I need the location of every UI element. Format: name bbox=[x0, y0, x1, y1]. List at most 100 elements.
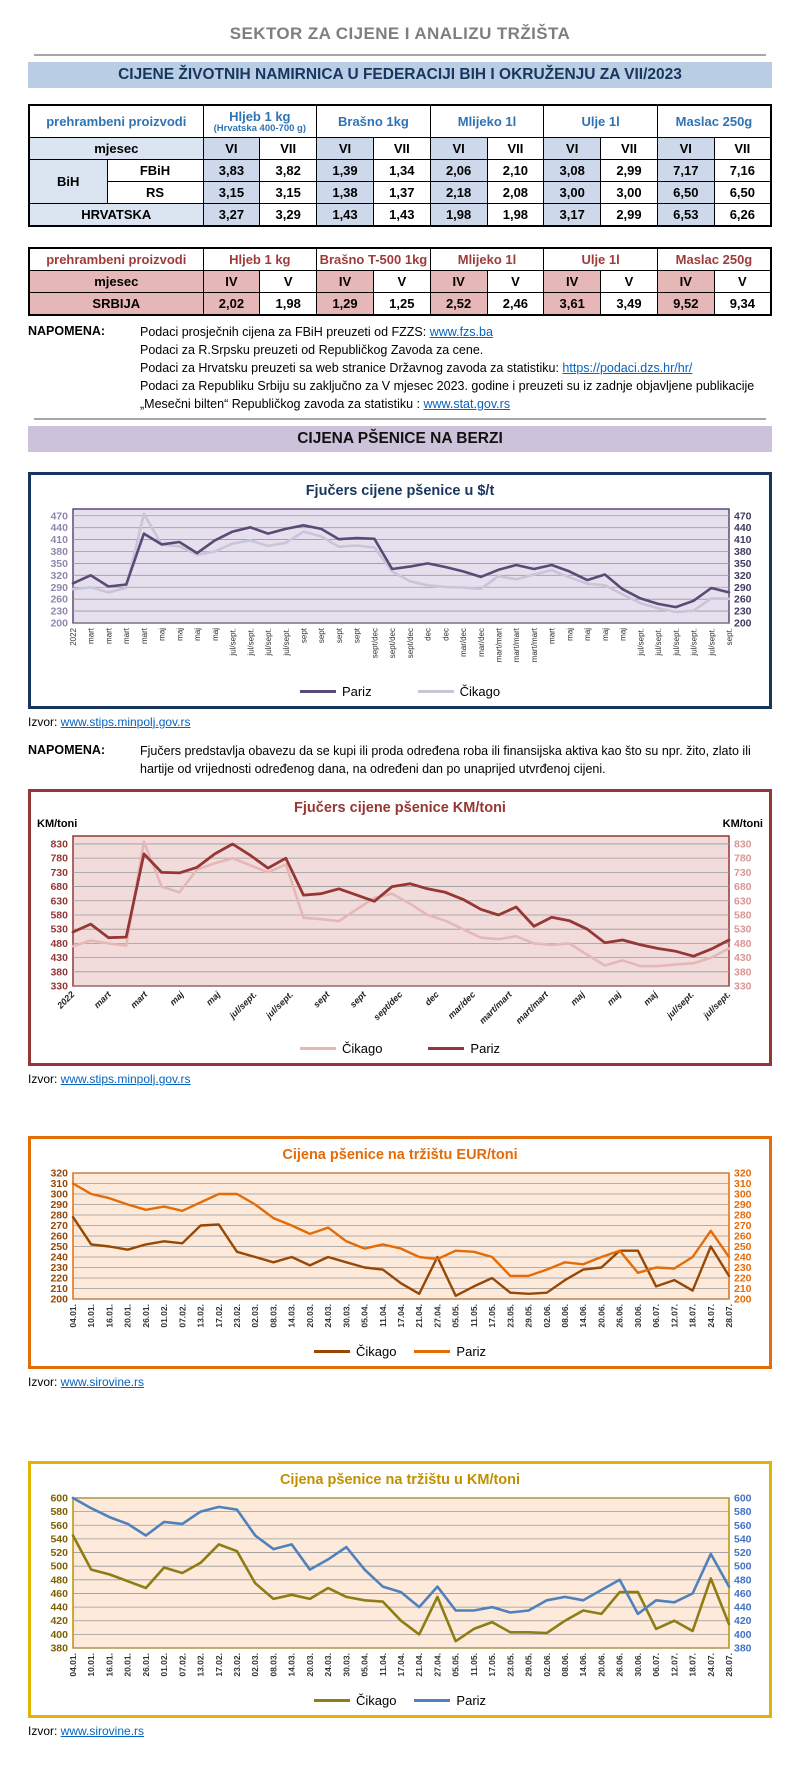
svg-text:24.07.: 24.07. bbox=[706, 1304, 716, 1328]
month-label: mjesec bbox=[28, 270, 204, 294]
svg-text:260: 260 bbox=[734, 593, 752, 605]
note-text: Podaci prosječnih cijena za FBiH preuzet… bbox=[140, 325, 430, 340]
svg-text:230: 230 bbox=[50, 605, 68, 617]
chart-box-futures_usd: Fjučers cijene pšenice u $/t 470 470 440 440… bbox=[28, 471, 772, 709]
month-header: VII bbox=[486, 137, 545, 161]
series-line-čikago bbox=[71, 1533, 731, 1643]
svg-text:420: 420 bbox=[50, 1615, 68, 1627]
napomena-body: Fjučers predstavlja obavezu da se kupi i… bbox=[140, 743, 751, 779]
napomena-label: NAPOMENA: bbox=[28, 742, 106, 757]
source-link[interactable]: www.stips.minpolj.gov.rs bbox=[60, 1071, 191, 1086]
svg-text:17.02.: 17.02. bbox=[214, 1304, 224, 1328]
price-value: 2,52 bbox=[429, 292, 488, 316]
chart-section-market-km: Cijena pšenice na tržištu u KM/toni 600 60… bbox=[28, 1460, 772, 1738]
svg-text:220: 220 bbox=[50, 1272, 68, 1284]
product-header: Mlijeko 1l bbox=[429, 247, 545, 272]
note-link[interactable]: www.fzs.ba bbox=[429, 325, 493, 340]
product-header: Maslac 250g bbox=[656, 247, 772, 272]
svg-text:20.01.: 20.01. bbox=[123, 1304, 133, 1328]
svg-text:mar/dec: mar/dec bbox=[446, 989, 477, 1020]
svg-text:mart: mart bbox=[87, 627, 96, 644]
chart-title: Fjučers cijene pšenice u $/t bbox=[305, 482, 495, 499]
source-link[interactable]: www.stips.minpolj.gov.rs bbox=[60, 714, 191, 729]
source-link[interactable]: www.sirovine.rs bbox=[60, 1374, 145, 1389]
svg-text:250: 250 bbox=[50, 1241, 68, 1253]
table-row: SRBIJA 2,02 1,98 1,29 1,25 2,52 2,46 3,61 3,49 9,… bbox=[28, 292, 772, 316]
svg-text:470: 470 bbox=[50, 510, 68, 522]
product-note: (Hrvatska 400-700 g) bbox=[213, 123, 307, 134]
svg-text:200: 200 bbox=[734, 1293, 752, 1305]
product-header: Hljeb 1 kg (Hrvatska 400-700 g) bbox=[202, 104, 318, 139]
table-header-row: prehrambeni proizvodi Hljeb 1 kg (Hrvatska… bbox=[28, 104, 772, 139]
month-row: mjesec IV V IV V IV V IV V IV V bbox=[28, 270, 772, 294]
svg-text:200: 200 bbox=[50, 617, 68, 629]
table-row: HRVATSKA 3,27 3,29 1,43 1,43 1,98 1,98 3,17 2,99… bbox=[28, 203, 772, 227]
svg-text:jul/sept.: jul/sept. bbox=[227, 989, 259, 1021]
svg-text:dec: dec bbox=[424, 628, 433, 641]
svg-text:440: 440 bbox=[50, 1601, 68, 1613]
svg-text:460: 460 bbox=[734, 1588, 752, 1600]
svg-text:270: 270 bbox=[50, 1220, 68, 1232]
svg-text:jul/sept.: jul/sept. bbox=[701, 989, 733, 1021]
svg-text:17.02.: 17.02. bbox=[214, 1653, 224, 1677]
price-value: 6,50 bbox=[713, 181, 772, 205]
svg-text:jul/sept.: jul/sept. bbox=[707, 628, 716, 657]
svg-text:260: 260 bbox=[734, 1230, 752, 1242]
svg-text:sept/dec: sept/dec bbox=[372, 989, 405, 1022]
svg-text:23.02.: 23.02. bbox=[232, 1653, 242, 1677]
svg-text:210: 210 bbox=[50, 1283, 68, 1295]
svg-text:08.03.: 08.03. bbox=[268, 1304, 278, 1328]
note-link[interactable]: www.stat.gov.rs bbox=[423, 396, 511, 411]
source-label: Izvor: bbox=[28, 1723, 61, 1738]
table-row: BiH FBiH 3,83 3,82 1,39 1,34 2,06 2,10 3,08 2,99 7… bbox=[28, 159, 772, 205]
legend-label: Pariz bbox=[341, 683, 372, 699]
corner-header: prehrambeni proizvodi bbox=[28, 247, 204, 272]
svg-text:280: 280 bbox=[50, 1209, 68, 1221]
month-header: VI bbox=[429, 137, 488, 161]
product-header: Hljeb 1 kg bbox=[202, 247, 318, 272]
svg-text:580: 580 bbox=[50, 909, 68, 921]
chart-section-market-eur: Cijena pšenice na tržištu EUR/toni 320 320… bbox=[28, 1135, 772, 1389]
prices-table-srbija: prehrambeni proizvodi Hljeb 1 kg Brašno T-… bbox=[28, 247, 772, 317]
svg-text:11.04.: 11.04. bbox=[378, 1304, 388, 1327]
svg-text:440: 440 bbox=[734, 1601, 752, 1613]
svg-text:18.07.: 18.07. bbox=[688, 1653, 698, 1677]
note-link[interactable]: https://podaci.dzs.hr/hr/ bbox=[562, 361, 693, 376]
legend-item-čikago: Čikago bbox=[313, 1693, 396, 1708]
svg-text:20.03.: 20.03. bbox=[305, 1653, 315, 1677]
svg-text:2022: 2022 bbox=[54, 989, 76, 1011]
svg-text:400: 400 bbox=[50, 1628, 68, 1640]
svg-text:13.02.: 13.02. bbox=[196, 1653, 206, 1677]
note-text: Fjučers predstavlja obavezu da se kupi i… bbox=[140, 743, 751, 758]
legend-item-pariz: Pariz bbox=[299, 683, 372, 699]
svg-text:400: 400 bbox=[734, 1628, 752, 1640]
month-header: VII bbox=[259, 137, 318, 161]
svg-text:330: 330 bbox=[50, 980, 68, 992]
legend-item-pariz: Pariz bbox=[428, 1041, 500, 1056]
svg-text:520: 520 bbox=[50, 1547, 68, 1559]
svg-text:380: 380 bbox=[50, 1642, 68, 1654]
svg-text:27.04.: 27.04. bbox=[432, 1653, 442, 1677]
svg-text:mart/mart: mart/mart bbox=[495, 627, 504, 662]
legend-item-čikago: Čikago bbox=[417, 684, 500, 699]
legend-label: Pariz bbox=[456, 1692, 487, 1708]
svg-text:26.01.: 26.01. bbox=[141, 1653, 151, 1677]
svg-text:jul/sept.: jul/sept. bbox=[690, 628, 699, 657]
svg-text:230: 230 bbox=[50, 1262, 68, 1274]
price-value: 3,61 bbox=[543, 292, 602, 316]
price-value: 3,27 bbox=[202, 203, 261, 227]
svg-text:430: 430 bbox=[50, 952, 68, 964]
svg-text:mart/mart: mart/mart bbox=[512, 627, 521, 662]
note-text: Podaci za R.Srpsku preuzeti od Republičk… bbox=[140, 343, 484, 358]
month-header: V bbox=[713, 270, 772, 294]
source-link[interactable]: www.sirovine.rs bbox=[60, 1723, 145, 1738]
svg-text:08.03.: 08.03. bbox=[268, 1653, 278, 1677]
svg-text:290: 290 bbox=[50, 582, 68, 594]
price-value: 3,15 bbox=[259, 181, 318, 205]
price-value: 1,43 bbox=[372, 203, 431, 227]
price-value: 2,99 bbox=[600, 159, 658, 183]
svg-text:24.07.: 24.07. bbox=[706, 1653, 716, 1677]
price-value: 2,18 bbox=[429, 181, 488, 205]
svg-text:maj: maj bbox=[583, 628, 592, 641]
svg-text:380: 380 bbox=[734, 1642, 752, 1654]
